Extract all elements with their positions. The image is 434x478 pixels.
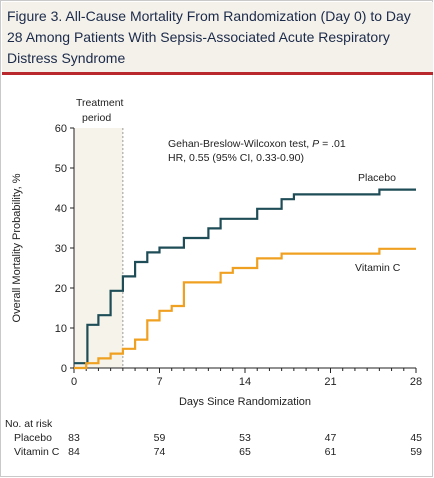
test-annotation-p-value: = .01 xyxy=(319,138,346,150)
y-tick-label-50: 50 xyxy=(55,163,67,175)
series-line-vitamin-c xyxy=(74,247,416,370)
treatment-period-shade xyxy=(74,128,123,368)
series-label-placebo: Placebo xyxy=(358,172,396,184)
risk-value-vitamin-c-3: 61 xyxy=(325,446,337,458)
risk-value-vitamin-c-1: 74 xyxy=(154,446,166,458)
treatment-period-label-line2: period xyxy=(82,112,111,124)
hr-annotation: HR, 0.55 (95% CI, 0.33-0.90) xyxy=(168,152,304,164)
test-annotation: Gehan-Breslow-Wilcoxon test, P = .01 xyxy=(168,138,346,150)
risk-value-vitamin-c-4: 59 xyxy=(410,446,422,458)
x-tick-label-0: 0 xyxy=(71,376,77,388)
series-group xyxy=(74,188,416,370)
chart-text: Treatment period Gehan-Breslow-Wilcoxon … xyxy=(11,97,401,408)
x-tick-label-14: 14 xyxy=(239,376,251,388)
treatment-period-area xyxy=(74,128,124,368)
y-tick-label-30: 30 xyxy=(55,243,67,255)
risk-value-placebo-3: 47 xyxy=(325,432,337,444)
y-tick-label-0: 0 xyxy=(61,363,67,375)
y-tick-label-40: 40 xyxy=(55,203,67,215)
y-axis-label: Overall Mortality Probability, % xyxy=(11,173,23,322)
treatment-period-label-line1: Treatment xyxy=(76,97,124,109)
risk-row-label-placebo: Placebo xyxy=(14,432,52,444)
series-line-placebo xyxy=(74,188,416,365)
risk-value-vitamin-c-0: 84 xyxy=(68,446,80,458)
title-bar: Figure 3. All-Cause Mortality From Rando… xyxy=(2,2,433,75)
x-tick-label-7: 7 xyxy=(156,376,162,388)
series-label-vitamin-c: Vitamin C xyxy=(355,262,401,274)
figure-title: Figure 3. All-Cause Mortality From Rando… xyxy=(7,8,411,66)
risk-table-header: No. at risk xyxy=(5,418,53,430)
risk-value-placebo-0: 83 xyxy=(68,432,80,444)
test-annotation-prefix: Gehan-Breslow-Wilcoxon test, xyxy=(168,138,312,150)
y-tick-label-60: 60 xyxy=(55,123,67,135)
y-tick-label-10: 10 xyxy=(55,323,67,335)
risk-table: No. at risk Placebo 83 59 53 47 45 Vitamin C 84… xyxy=(5,418,422,458)
risk-row-label-vitamin-c: Vitamin C xyxy=(14,446,60,458)
risk-value-placebo-4: 45 xyxy=(410,432,422,444)
risk-value-placebo-1: 59 xyxy=(154,432,166,444)
x-tick-label-28: 28 xyxy=(410,376,422,388)
risk-value-placebo-2: 53 xyxy=(239,432,251,444)
axes: 0 10 20 30 40 50 60 0 7 14 21 28 xyxy=(55,123,422,388)
y-tick-label-20: 20 xyxy=(55,283,67,295)
test-annotation-p-symbol: P xyxy=(312,138,319,150)
x-axis-label: Days Since Randomization xyxy=(179,396,311,408)
x-tick-label-21: 21 xyxy=(324,376,336,388)
risk-value-vitamin-c-2: 65 xyxy=(239,446,251,458)
